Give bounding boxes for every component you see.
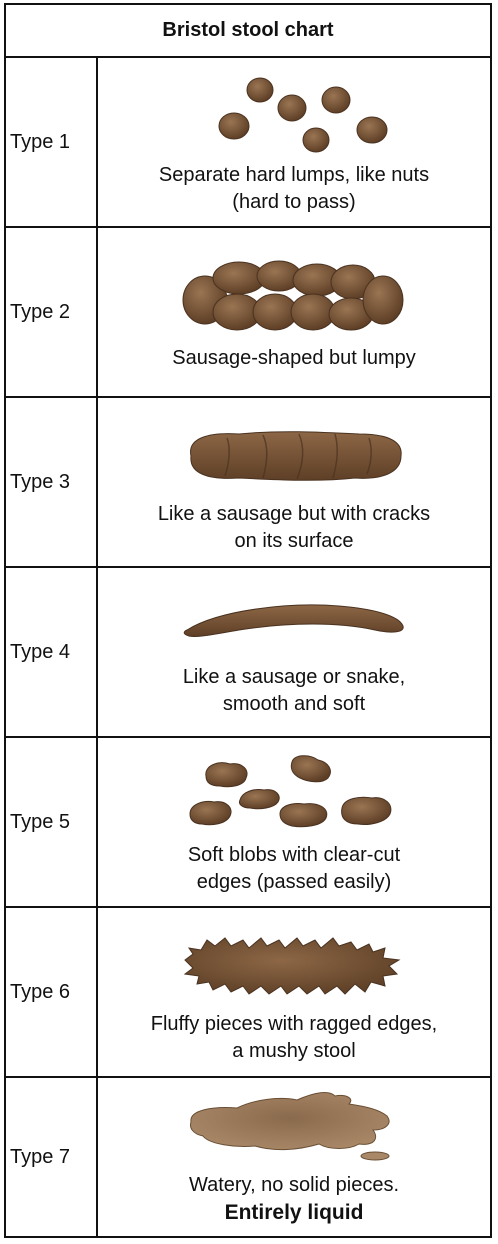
bristol-stool-chart: Bristol stool chart Type 1 <box>4 3 492 1238</box>
separate-lumps-icon <box>98 74 490 154</box>
type-description: Soft blobs with clear-cut edges (passed … <box>187 844 401 893</box>
row-type-1: Type 1 Separate har <box>6 58 490 228</box>
row-type-2: Type 2 <box>6 228 490 398</box>
type-description: Like a sausage but with cracks on its su… <box>157 503 431 552</box>
row-type-3: Type 3 <box>6 398 490 568</box>
type-description: Like a sausage or snake, smooth and soft <box>182 666 406 715</box>
row-content: Separate hard lumps, like nuts (hard to … <box>98 58 490 226</box>
row-type-7: Type 7 Watery, no solid pieces. Entirely… <box>6 1078 490 1236</box>
type-label: Type 1 <box>6 58 98 226</box>
chart-title: Bristol stool chart <box>6 5 490 58</box>
type-label: Type 5 <box>6 738 98 906</box>
type-description: Watery, no solid pieces. Entirely liquid <box>188 1174 400 1224</box>
lumpy-sausage-icon <box>98 256 490 336</box>
type-description: Sausage-shaped but lumpy <box>172 347 416 369</box>
type-label: Type 4 <box>6 568 98 736</box>
row-type-4: Type 4 Like a sausage or snake, smooth a… <box>6 568 490 738</box>
type-label: Type 3 <box>6 398 98 566</box>
soft-blobs-icon <box>98 752 490 832</box>
row-type-6: Type 6 Fluffy pieces with ragged edges, … <box>6 908 490 1078</box>
row-content: Fluffy pieces with ragged edges, a mushy… <box>98 908 490 1076</box>
row-content: Sausage-shaped but lumpy <box>98 228 490 396</box>
type-label: Type 7 <box>6 1078 98 1236</box>
fluffy-pieces-icon <box>98 930 490 1000</box>
smooth-snake-icon <box>98 596 490 646</box>
watery-puddle-icon <box>98 1086 490 1166</box>
type-description: Separate hard lumps, like nuts (hard to … <box>158 164 430 213</box>
row-content: Like a sausage or snake, smooth and soft <box>98 568 490 736</box>
type-label: Type 6 <box>6 908 98 1076</box>
row-content: Like a sausage but with cracks on its su… <box>98 398 490 566</box>
row-content: Soft blobs with clear-cut edges (passed … <box>98 738 490 906</box>
type-label: Type 2 <box>6 228 98 396</box>
row-type-5: Type 5 <box>6 738 490 908</box>
type-description: Fluffy pieces with ragged edges, a mushy… <box>150 1013 438 1062</box>
row-content: Watery, no solid pieces. Entirely liquid <box>98 1078 490 1236</box>
cracked-sausage-icon <box>98 426 490 486</box>
